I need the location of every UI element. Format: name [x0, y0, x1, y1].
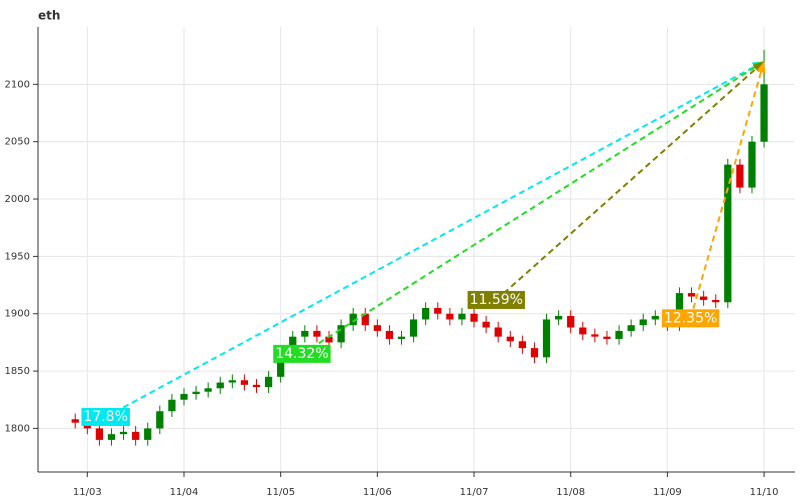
- x-tick-label: 11/04: [170, 487, 199, 498]
- y-tick-label: 1850: [5, 366, 30, 377]
- annotation-label: 17.8%: [81, 407, 130, 426]
- candle-body: [700, 296, 708, 300]
- annotation-label: 14.32%: [273, 344, 331, 363]
- y-tick-label: 1950: [5, 251, 30, 262]
- candle-body: [518, 341, 526, 349]
- candle-body: [264, 376, 273, 388]
- candle-body: [204, 388, 212, 392]
- annotation-line: [689, 61, 766, 319]
- candle-body: [107, 434, 116, 440]
- annotation-arrow: [756, 61, 766, 74]
- candle-body: [277, 357, 285, 377]
- candle-body: [168, 399, 176, 412]
- candle-body: [579, 327, 587, 335]
- candle-body: [627, 325, 635, 331]
- candle-body: [156, 411, 164, 429]
- candle-body: [361, 313, 369, 326]
- annotation-label-bg: [661, 309, 720, 328]
- candle-body: [119, 431, 128, 435]
- y-tick-label: 2100: [5, 79, 30, 90]
- candle-body: [506, 336, 514, 342]
- candle-body: [615, 330, 623, 339]
- x-tick-label: 11/10: [750, 487, 779, 498]
- candle-body: [313, 330, 321, 337]
- x-tick-label: 11/03: [73, 487, 102, 498]
- candle-body: [434, 307, 442, 314]
- annotation-label-bg: [273, 344, 331, 363]
- annotation-arrow: [752, 61, 765, 73]
- candle-body: [337, 325, 345, 343]
- candle-body: [132, 431, 140, 440]
- candle-body: [180, 394, 188, 400]
- candle-body: [349, 313, 357, 326]
- candle-body: [494, 327, 502, 337]
- candle-body: [71, 419, 79, 423]
- candle-body: [301, 330, 309, 337]
- candle-body: [760, 84, 768, 142]
- annotation-text: 17.8%: [83, 409, 127, 425]
- candle-body: [192, 391, 200, 395]
- candle-body: [482, 321, 490, 328]
- candle-body: [385, 330, 394, 339]
- annotation-text: 11.59%: [470, 292, 523, 308]
- candle-body: [687, 293, 696, 297]
- candle-body: [639, 319, 647, 326]
- candle-body: [724, 164, 732, 303]
- y-tick-label: 1900: [5, 309, 30, 320]
- annotation-label-bg: [81, 407, 130, 426]
- candle-body: [216, 382, 224, 389]
- y-tick-label: 2000: [5, 194, 30, 205]
- candle-body: [542, 319, 551, 358]
- candle-body: [325, 336, 333, 343]
- candle-body: [591, 334, 599, 337]
- y-tick-label: 2050: [5, 137, 30, 148]
- candle-body: [736, 164, 744, 188]
- candle-body: [144, 428, 152, 440]
- candle-body: [422, 307, 430, 320]
- x-tick-label: 11/07: [460, 487, 489, 498]
- candle-body: [228, 380, 236, 383]
- x-tick-label: 11/05: [266, 487, 295, 498]
- candle-body: [712, 299, 720, 303]
- candle-body: [748, 141, 756, 188]
- candle-body: [554, 316, 563, 320]
- candle-body: [95, 428, 104, 440]
- candle-body: [240, 380, 249, 385]
- candle-body: [675, 293, 684, 326]
- annotation-line: [495, 60, 765, 301]
- annotation-label: 12.35%: [661, 309, 720, 328]
- candle-body: [470, 313, 478, 322]
- annotation-text: 12.35%: [664, 310, 717, 326]
- candle-body: [373, 325, 381, 331]
- candle-body: [530, 348, 539, 358]
- x-tick-label: 11/09: [653, 487, 682, 498]
- candle-body: [446, 313, 454, 320]
- candle-body: [397, 336, 406, 339]
- candle-body: [252, 384, 261, 388]
- x-tick-label: 11/06: [363, 487, 392, 498]
- y-tick-label: 1800: [5, 423, 30, 434]
- candle-body: [458, 313, 466, 320]
- chart-title: eth: [38, 9, 60, 23]
- annotation-text: 14.32%: [275, 346, 328, 362]
- annotation-label-bg: [467, 290, 525, 309]
- annotation-label: 11.59%: [467, 290, 525, 309]
- candle-body: [603, 336, 611, 339]
- candle-body: [567, 316, 575, 328]
- candle-body: [651, 316, 659, 320]
- annotation-line: [105, 60, 765, 418]
- x-tick-label: 11/08: [556, 487, 585, 498]
- annotation-line: [301, 60, 765, 355]
- candle-body: [409, 319, 418, 337]
